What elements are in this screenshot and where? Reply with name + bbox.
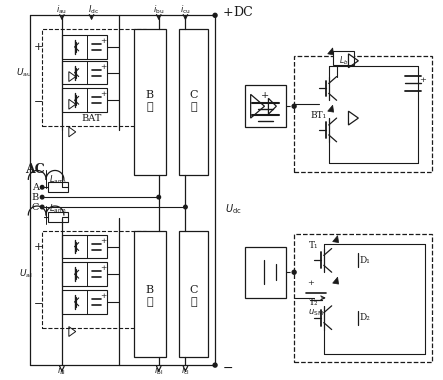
Text: $i_{\rm al}$: $i_{\rm al}$ <box>58 365 66 377</box>
Text: $-$: $-$ <box>33 297 43 307</box>
Text: 相: 相 <box>147 102 153 112</box>
Text: DC: DC <box>233 6 253 19</box>
Bar <box>42 231 146 328</box>
Bar <box>245 247 286 298</box>
Circle shape <box>184 205 187 209</box>
Text: $L_{\rm arm}$: $L_{\rm arm}$ <box>49 173 67 185</box>
Text: +: + <box>100 292 107 300</box>
Bar <box>294 56 432 173</box>
Text: B: B <box>146 285 154 295</box>
Circle shape <box>40 205 44 209</box>
Text: $+$: $+$ <box>222 6 233 19</box>
Polygon shape <box>69 72 76 82</box>
Polygon shape <box>69 326 76 336</box>
Text: $-$: $-$ <box>33 95 43 105</box>
Polygon shape <box>69 99 76 109</box>
Text: $-$: $-$ <box>222 361 233 374</box>
Text: +: + <box>100 237 107 245</box>
Bar <box>179 231 208 357</box>
Text: $i_{\rm au}$: $i_{\rm au}$ <box>56 3 67 16</box>
Bar <box>294 234 432 362</box>
Text: $U_{\rm al}$: $U_{\rm al}$ <box>19 268 32 280</box>
Text: $L_{\rm arm}$: $L_{\rm arm}$ <box>49 203 67 215</box>
Circle shape <box>40 185 44 189</box>
Text: 相: 相 <box>190 297 197 307</box>
Bar <box>48 182 68 192</box>
Text: +: + <box>100 90 107 98</box>
Text: D₂: D₂ <box>360 313 371 322</box>
Bar <box>245 86 286 127</box>
Bar <box>62 235 107 258</box>
Bar <box>134 231 166 357</box>
Text: $i_{\rm bl}$: $i_{\rm bl}$ <box>154 365 163 377</box>
Text: +: + <box>261 91 270 100</box>
Text: BT₁: BT₁ <box>311 111 327 120</box>
Text: $+$: $+$ <box>33 41 43 52</box>
Bar <box>62 61 107 84</box>
Bar <box>62 89 107 112</box>
Bar <box>42 29 146 126</box>
Circle shape <box>292 104 296 108</box>
Bar <box>62 290 107 314</box>
Text: $u_{\rm SM}$: $u_{\rm SM}$ <box>308 307 324 318</box>
Circle shape <box>213 363 217 367</box>
Text: +: + <box>100 63 107 71</box>
Text: C: C <box>189 285 198 295</box>
Text: T₂: T₂ <box>309 298 319 307</box>
Text: D₁: D₁ <box>360 256 371 265</box>
Text: B: B <box>146 90 154 100</box>
Polygon shape <box>333 277 338 284</box>
Text: $U_{\rm dc}$: $U_{\rm dc}$ <box>225 202 242 216</box>
Text: AC: AC <box>25 163 45 176</box>
Circle shape <box>157 195 160 199</box>
Text: $+$: $+$ <box>33 241 43 252</box>
Text: $I_{\rm dc}$: $I_{\rm dc}$ <box>88 3 99 16</box>
Bar <box>48 212 68 222</box>
Polygon shape <box>333 236 338 242</box>
Bar <box>62 35 107 59</box>
Text: $L_b$: $L_b$ <box>339 54 348 67</box>
Text: 相: 相 <box>147 297 153 307</box>
Bar <box>134 29 166 176</box>
Text: +: + <box>419 76 426 84</box>
Circle shape <box>292 270 296 274</box>
Text: +: + <box>100 264 107 272</box>
Text: T₁: T₁ <box>309 241 319 250</box>
Polygon shape <box>69 127 76 137</box>
Text: $U_{\rm au}$: $U_{\rm au}$ <box>16 66 32 79</box>
Text: BAT: BAT <box>82 114 102 123</box>
Circle shape <box>213 13 217 17</box>
Polygon shape <box>328 105 334 112</box>
Text: C: C <box>189 90 198 100</box>
Text: +: + <box>100 37 107 45</box>
Text: A: A <box>32 183 39 192</box>
Bar <box>62 262 107 286</box>
Polygon shape <box>328 48 334 55</box>
Text: +: + <box>307 279 315 287</box>
Polygon shape <box>69 273 76 283</box>
Text: 相: 相 <box>190 102 197 112</box>
Text: $i_{\rm cu}$: $i_{\rm cu}$ <box>180 3 191 16</box>
Bar <box>333 51 354 65</box>
Text: $i_{\rm bu}$: $i_{\rm bu}$ <box>153 3 164 16</box>
Polygon shape <box>69 301 76 311</box>
Text: C: C <box>31 203 39 212</box>
Bar <box>179 29 208 176</box>
Circle shape <box>40 195 44 199</box>
Text: B: B <box>31 193 39 202</box>
Text: $i_{\rm cl}$: $i_{\rm cl}$ <box>181 365 190 377</box>
